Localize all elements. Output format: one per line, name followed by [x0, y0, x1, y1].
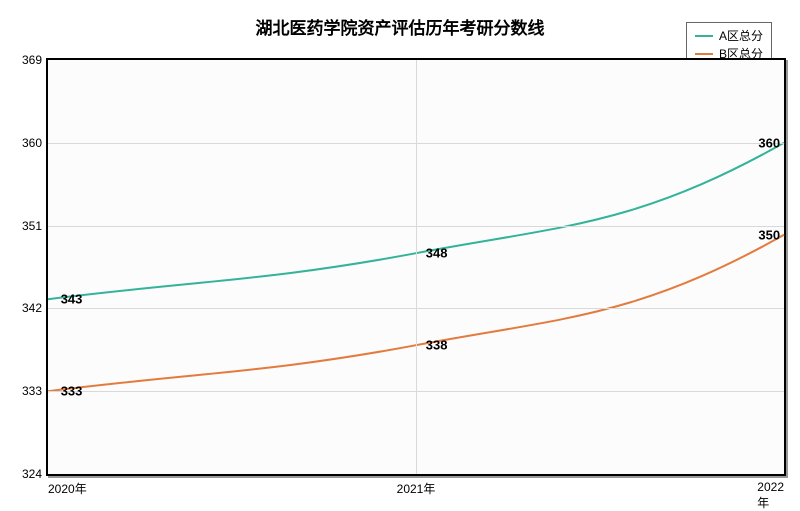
y-tick-label: 369	[22, 53, 48, 67]
data-label: 360	[756, 135, 782, 150]
plot-area: 3243333423513603692020年2021年2022年3433483…	[46, 58, 786, 476]
y-tick-label: 342	[22, 301, 48, 315]
data-label: 350	[756, 227, 782, 242]
data-label: 333	[59, 384, 85, 399]
x-tick-label: 2021年	[397, 474, 436, 497]
chart-container: 湖北医药学院资产评估历年考研分数线 A区总分 B区总分 324333342351…	[0, 0, 800, 500]
gridline-v	[416, 60, 417, 474]
data-label: 348	[424, 246, 450, 261]
legend-item-a: A区总分	[695, 27, 763, 45]
legend-label-a: A区总分	[719, 27, 763, 45]
y-tick-label: 324	[22, 467, 48, 481]
legend-swatch-a	[695, 35, 713, 37]
data-label: 343	[59, 292, 85, 307]
y-tick-label: 333	[22, 384, 48, 398]
x-tick-label: 2022年	[757, 474, 784, 511]
chart-title: 湖北医药学院资产评估历年考研分数线	[0, 14, 800, 39]
y-tick-label: 360	[22, 136, 48, 150]
legend-swatch-b	[695, 53, 713, 55]
y-tick-label: 351	[22, 219, 48, 233]
data-label: 338	[424, 338, 450, 353]
x-tick-label: 2020年	[48, 474, 87, 497]
